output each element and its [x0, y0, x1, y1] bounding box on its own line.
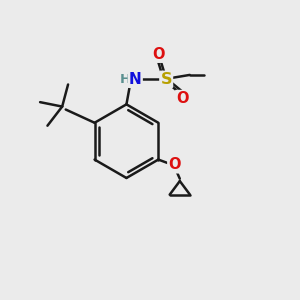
Text: O: O	[168, 158, 181, 172]
Text: N: N	[129, 72, 142, 87]
Text: O: O	[176, 91, 189, 106]
Text: H: H	[120, 73, 131, 86]
Text: O: O	[153, 47, 165, 62]
Text: S: S	[160, 72, 172, 87]
